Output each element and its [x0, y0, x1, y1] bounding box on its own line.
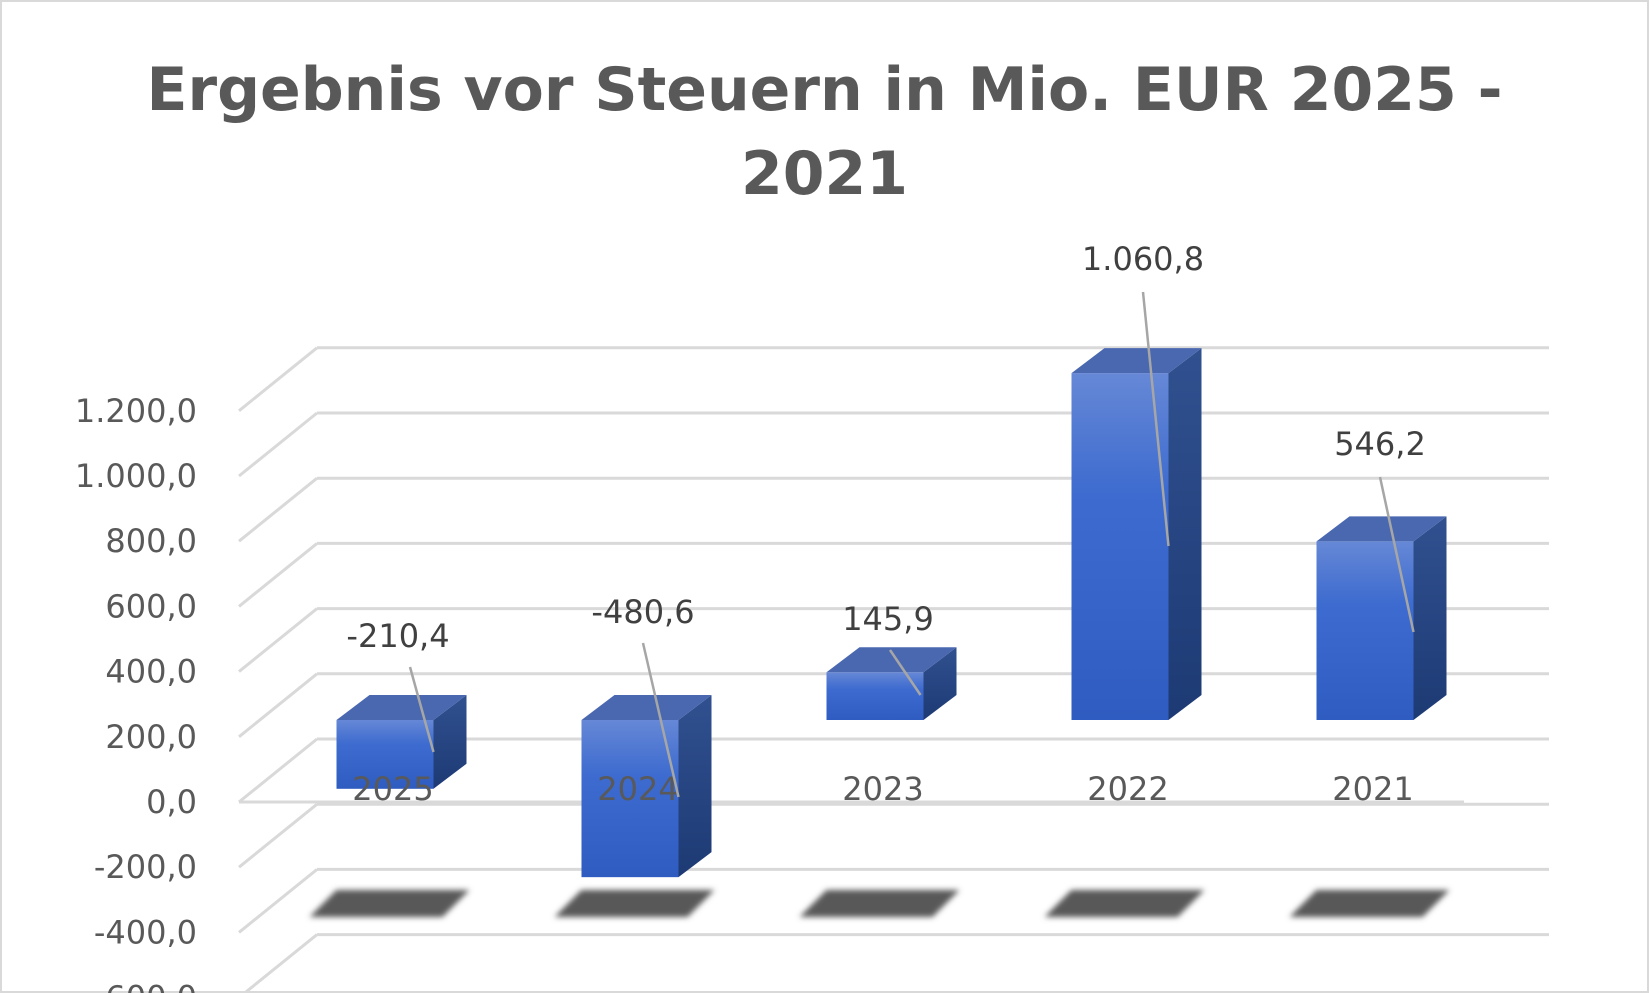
gridline-side: [238, 346, 318, 412]
bar-side: [1413, 516, 1447, 720]
gridline-side: [238, 803, 318, 869]
category-label: 2024: [597, 770, 678, 808]
y-tick-label: -200,0: [94, 848, 197, 886]
y-tick-label: -400,0: [94, 913, 197, 951]
bar-side: [923, 647, 957, 720]
bar-top: [826, 647, 957, 673]
bar-front: [826, 672, 924, 720]
y-tick-label: 600,0: [105, 587, 197, 625]
bar: [581, 695, 712, 878]
data-label: -480,6: [591, 593, 694, 631]
category-label: 2025: [352, 770, 433, 808]
bar-top: [1316, 516, 1447, 542]
y-tick-label: 0,0: [146, 783, 197, 821]
chart-title-line-1: Ergebnis vor Steuern in Mio. EUR 2025 -: [146, 55, 1503, 125]
gridline-side: [238, 542, 318, 608]
bar-front: [336, 720, 434, 789]
y-axis-ticks: -600,0 -400,0 -200,0 0,0 200,0 400,0 600,0 800,…: [75, 392, 197, 993]
chart-title: Ergebnis vor Steuern in Mio. EUR 2025 - …: [0, 48, 1649, 216]
category-labels: 2025 2024 2023 2022 2021: [352, 770, 1413, 808]
bar-shadow: [1289, 890, 1450, 917]
y-tick-label: 1.200,0: [75, 392, 197, 430]
bar-side: [433, 695, 467, 789]
bar: [1071, 348, 1202, 720]
data-label: 546,2: [1334, 425, 1426, 463]
gridline-side: [238, 737, 318, 804]
bar: [1316, 516, 1447, 720]
data-label: 1.060,8: [1082, 240, 1204, 278]
gridline-side: [242, 933, 318, 993]
y-tick-label: 200,0: [105, 718, 197, 756]
bar-top: [1071, 348, 1202, 374]
category-label: 2022: [1087, 770, 1168, 808]
y-tick-label: -600,0: [94, 979, 197, 993]
category-label: 2023: [842, 770, 923, 808]
data-label: -210,4: [346, 617, 449, 655]
bar-front: [581, 720, 679, 878]
category-label: 2021: [1332, 770, 1413, 808]
bars: [336, 348, 1447, 878]
y-tick-label: 400,0: [105, 653, 197, 691]
bar: [336, 695, 467, 789]
bar-shadow: [799, 890, 960, 917]
gridline-side: [238, 477, 318, 543]
data-label: 145,9: [842, 600, 934, 638]
bar-top: [336, 695, 467, 720]
bar-front: [1071, 373, 1169, 720]
gridline-side: [238, 411, 318, 478]
leader-line: [408, 666, 435, 753]
gridline-side: [238, 672, 318, 738]
leader-line: [641, 642, 680, 798]
bar-shadow: [1044, 890, 1205, 917]
y-tick-label: 1.000,0: [75, 457, 197, 495]
leader-line: [1141, 291, 1170, 547]
bar: [826, 647, 957, 720]
chart-title-line-2: 2021: [741, 139, 908, 209]
y-tick-label: 800,0: [105, 522, 197, 560]
bar-front: [1316, 541, 1414, 720]
gridline-side: [238, 868, 318, 934]
bar-shadow: [554, 890, 715, 917]
gridline-side: [238, 607, 318, 673]
leader-line: [1378, 476, 1415, 633]
bar-side: [678, 695, 712, 878]
bar-shadows: [309, 890, 1450, 917]
leader-line: [888, 649, 922, 696]
bar-top: [581, 695, 712, 720]
leader-lines: [408, 291, 1415, 798]
bar-shadow: [309, 890, 470, 917]
data-labels: -210,4 -480,6 145,9 1.060,8 546,2: [346, 240, 1425, 655]
bar-side: [1168, 348, 1202, 720]
